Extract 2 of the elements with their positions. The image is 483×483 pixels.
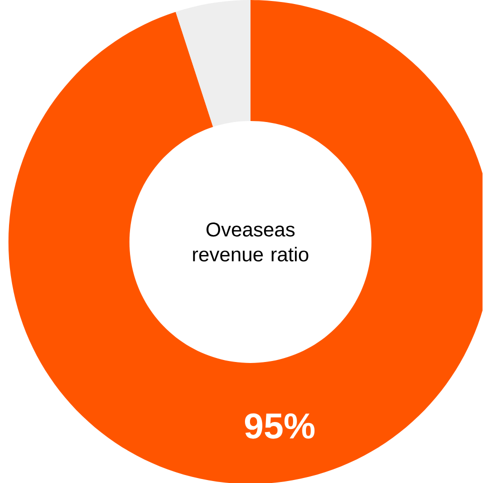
data-label: 95% bbox=[245, 413, 315, 439]
text: Oveaseas revenue ratio bbox=[193, 222, 309, 262]
